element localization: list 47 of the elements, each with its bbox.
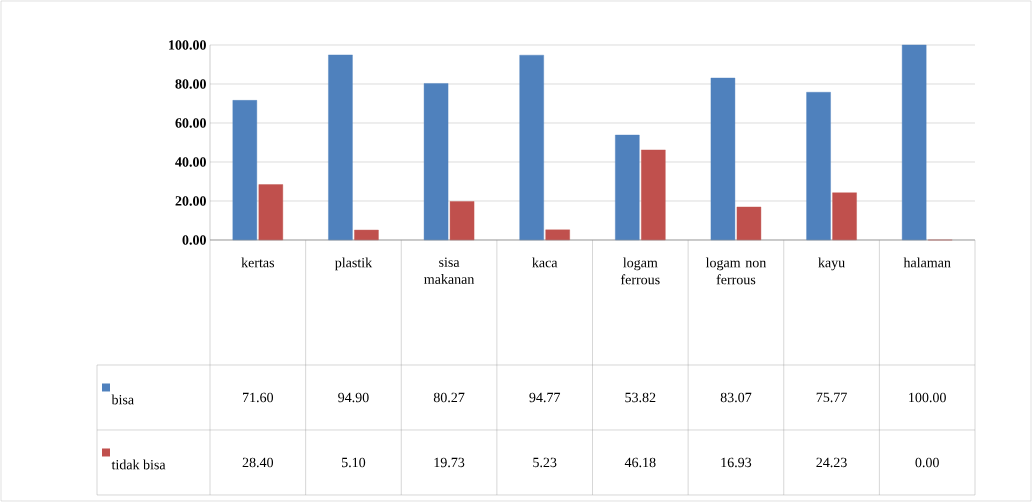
bar [423, 83, 449, 241]
bar [641, 149, 666, 241]
data-label: 46.18 [624, 457, 656, 468]
data-label: 71.60 [243, 392, 274, 403]
y-tick-label: 40.00 [175, 157, 206, 167]
bar [806, 92, 831, 241]
data-label: 24.23 [816, 457, 847, 468]
data-label: 16.93 [721, 457, 752, 468]
x-tick-label: halaman [903, 257, 951, 268]
bar [832, 192, 857, 241]
bar [901, 44, 927, 241]
legend-label: tidak bisa [111, 459, 166, 470]
y-tick-label: 80.00 [175, 79, 206, 89]
data-label: 100.00 [909, 392, 946, 403]
bar [519, 54, 544, 241]
data-label: 28.40 [242, 457, 274, 468]
y-tick-label: 100.00 [169, 40, 206, 50]
bar [354, 229, 379, 241]
data-label: 53.82 [625, 392, 656, 403]
data-label: 94.90 [338, 392, 369, 403]
bar [545, 229, 570, 241]
bar [710, 77, 736, 241]
bar [736, 206, 762, 241]
bar [615, 134, 640, 241]
data-label: 83.07 [720, 392, 752, 403]
x-tick-label: plastik [335, 257, 373, 271]
data-label: 19.73 [434, 457, 465, 468]
y-tick-label: 60.00 [175, 118, 206, 128]
data-label: 0.00 [915, 457, 939, 468]
data-label: 5.23 [533, 457, 557, 468]
x-tick-label: logam non ferrous [705, 257, 767, 285]
y-tick-label: 20.00 [175, 196, 206, 206]
x-tick-label: kayu [818, 257, 845, 271]
bar [328, 54, 353, 241]
x-tick-label: kertas [241, 257, 275, 268]
bar [232, 100, 258, 241]
data-label: 80.27 [433, 392, 465, 403]
x-tick-label: kaca [532, 257, 558, 268]
data-label: 94.77 [529, 392, 561, 403]
y-tick-label: 0.00 [182, 235, 206, 245]
data-label: 75.77 [816, 392, 847, 403]
x-tick-label: sisa makanan [424, 257, 475, 284]
bar [258, 184, 284, 241]
bar [449, 201, 475, 241]
x-tick-label: logam ferrous [620, 257, 660, 285]
legend-label: bisa [111, 394, 134, 405]
data-label: 5.10 [342, 457, 366, 468]
